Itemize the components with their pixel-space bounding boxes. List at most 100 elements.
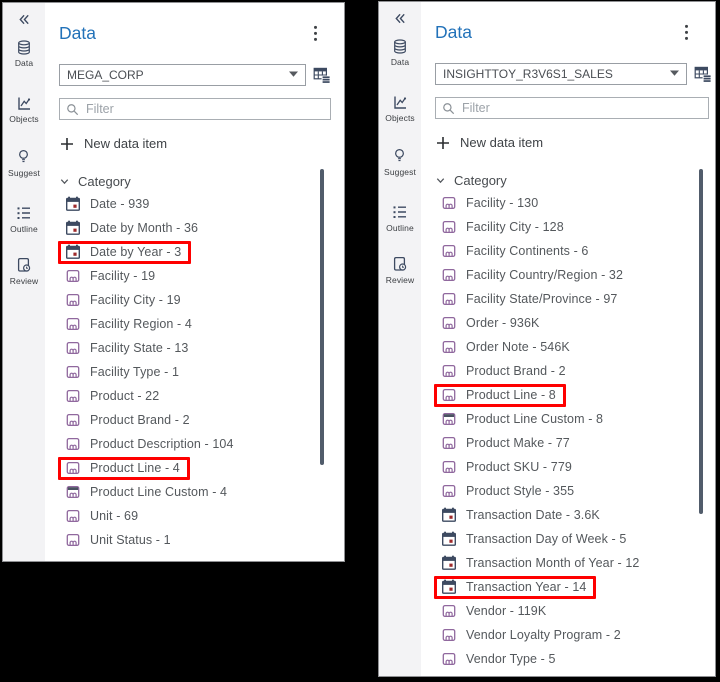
- data-item-row[interactable]: Facility Type - 1: [58, 360, 338, 384]
- rail-item-objects[interactable]: Objects: [379, 94, 421, 123]
- row-box: Date by Month - 36: [58, 217, 208, 240]
- data-item-row[interactable]: Unit - 69: [58, 504, 338, 528]
- calendar-icon: [441, 507, 457, 523]
- data-item-label: Date by Year - 3: [90, 245, 182, 259]
- data-item-row[interactable]: Facility Region - 4: [58, 312, 338, 336]
- panel-menu-button[interactable]: [684, 24, 700, 40]
- rail-item-label: Objects: [385, 113, 415, 123]
- rail-item-suggest[interactable]: Suggest: [3, 149, 45, 178]
- collapse-panel-icon: [392, 11, 408, 27]
- rail-item-review[interactable]: Review: [379, 256, 421, 285]
- data-item-label: Product Description - 104: [90, 437, 234, 451]
- data-item-row[interactable]: Vendor - 119K: [434, 599, 709, 623]
- plus-icon: [60, 137, 74, 151]
- review-icon: [16, 257, 32, 273]
- data-item-row[interactable]: Product Line - 4: [58, 456, 338, 480]
- data-item-row[interactable]: Product Brand - 2: [434, 359, 709, 383]
- data-source-select[interactable]: INSIGHTTOY_R3V6S1_SALES: [435, 63, 687, 85]
- data-item-row[interactable]: Product Line Custom - 8: [434, 407, 709, 431]
- category-icon: [65, 268, 81, 284]
- data-item-row[interactable]: Product Make - 77: [434, 431, 709, 455]
- outline-list-icon: [392, 204, 408, 220]
- rail-item-review[interactable]: Review: [3, 257, 45, 286]
- data-item-row[interactable]: Unit Status - 1: [58, 528, 338, 552]
- data-table-menu-button[interactable]: [313, 66, 331, 84]
- data-item-row[interactable]: Vendor Loyalty Program - 2: [434, 623, 709, 647]
- row-box: Vendor Type - 5: [434, 648, 566, 671]
- outline-list-icon: [16, 205, 32, 221]
- rail-item-objects[interactable]: Objects: [3, 95, 45, 124]
- data-item-row[interactable]: Facility City - 19: [58, 288, 338, 312]
- data-item-label: Order Note - 546K: [466, 340, 570, 354]
- data-item-row[interactable]: Product Description - 104: [58, 432, 338, 456]
- data-item-row[interactable]: Product - 22: [58, 384, 338, 408]
- panel-menu-button[interactable]: [313, 25, 329, 41]
- objects-chart-icon: [16, 95, 32, 111]
- collapse-panel-button[interactable]: [379, 2, 421, 27]
- row-box: Transaction Month of Year - 12: [434, 552, 649, 575]
- row-box: Facility Continents - 6: [434, 240, 598, 263]
- data-item-row[interactable]: Facility Continents - 6: [434, 239, 709, 263]
- data-item-label: Product Style - 355: [466, 484, 575, 498]
- filter-input[interactable]: [84, 101, 324, 117]
- data-item-row[interactable]: Facility State/Province - 97: [434, 287, 709, 311]
- data-item-row[interactable]: Facility State - 13: [58, 336, 338, 360]
- row-box: Date - 939: [58, 193, 159, 216]
- category-section-toggle[interactable]: Category: [59, 174, 131, 189]
- category-icon: [441, 627, 457, 643]
- category-icon: [65, 388, 81, 404]
- data-table-menu-button[interactable]: [694, 65, 712, 83]
- rail-item-data[interactable]: Data: [3, 39, 45, 68]
- data-item-row[interactable]: Date by Month - 36: [58, 216, 338, 240]
- category-icon: [441, 459, 457, 475]
- filter-box: [59, 98, 331, 120]
- data-item-label: Facility Type - 1: [90, 365, 179, 379]
- scrollbar-thumb[interactable]: [320, 169, 324, 465]
- row-box: Facility State/Province - 97: [434, 288, 627, 311]
- row-box: Product Description - 104: [58, 433, 244, 456]
- data-item-row[interactable]: Facility - 130: [434, 191, 709, 215]
- data-item-row[interactable]: Facility City - 128: [434, 215, 709, 239]
- rail-item-label: Review: [385, 275, 415, 285]
- data-item-row[interactable]: Product Style - 355: [434, 479, 709, 503]
- new-data-item-button[interactable]: New data item: [60, 136, 167, 151]
- data-item-row[interactable]: Facility - 19: [58, 264, 338, 288]
- rail-item-label: Suggest: [384, 167, 416, 177]
- data-item-row[interactable]: Product Brand - 2: [58, 408, 338, 432]
- data-item-row[interactable]: Order - 936K: [434, 311, 709, 335]
- data-item-row[interactable]: Date by Year - 3: [58, 240, 338, 264]
- data-item-row[interactable]: Product Line Custom - 4: [58, 480, 338, 504]
- rail-item-outline[interactable]: Outline: [3, 205, 45, 234]
- scrollbar-thumb[interactable]: [699, 169, 703, 514]
- data-item-row[interactable]: Product SKU - 779: [434, 455, 709, 479]
- row-box: Facility City - 19: [58, 289, 191, 312]
- data-source-select[interactable]: MEGA_CORP: [59, 64, 306, 86]
- data-item-label: Date by Month - 36: [90, 221, 199, 235]
- data-source-value: INSIGHTTOY_R3V6S1_SALES: [443, 67, 613, 81]
- collapse-panel-button[interactable]: [3, 3, 45, 28]
- data-item-row[interactable]: Transaction Year - 14: [434, 575, 709, 599]
- rail-item-label: Data: [390, 57, 410, 67]
- rail-item-data[interactable]: Data: [379, 38, 421, 67]
- data-item-row[interactable]: Order Note - 546K: [434, 335, 709, 359]
- new-data-item-button[interactable]: New data item: [436, 135, 543, 150]
- data-item-row[interactable]: Transaction Date - 3.6K: [434, 503, 709, 527]
- category-icon: [65, 508, 81, 524]
- page-title: Data: [59, 23, 96, 43]
- rail-item-suggest[interactable]: Suggest: [379, 148, 421, 177]
- data-item-row[interactable]: Transaction Month of Year - 12: [434, 551, 709, 575]
- filter-input[interactable]: [460, 100, 702, 116]
- data-item-row[interactable]: Date - 939: [58, 192, 338, 216]
- data-item-row[interactable]: Transaction Day of Week - 5: [434, 527, 709, 551]
- data-item-label: Facility City - 19: [90, 293, 181, 307]
- data-item-row[interactable]: Product Line - 8: [434, 383, 709, 407]
- category-section-toggle[interactable]: Category: [435, 173, 507, 188]
- highlight-box: Date by Year - 3: [58, 240, 192, 264]
- category-icon: [441, 267, 457, 283]
- suggest-bulb-icon: [16, 149, 32, 165]
- row-box: Facility State - 13: [58, 337, 198, 360]
- data-item-row[interactable]: Facility Country/Region - 32: [434, 263, 709, 287]
- data-item-row[interactable]: Vendor Type - 5: [434, 647, 709, 671]
- data-item-label: Facility Region - 4: [90, 317, 192, 331]
- rail-item-outline[interactable]: Outline: [379, 204, 421, 233]
